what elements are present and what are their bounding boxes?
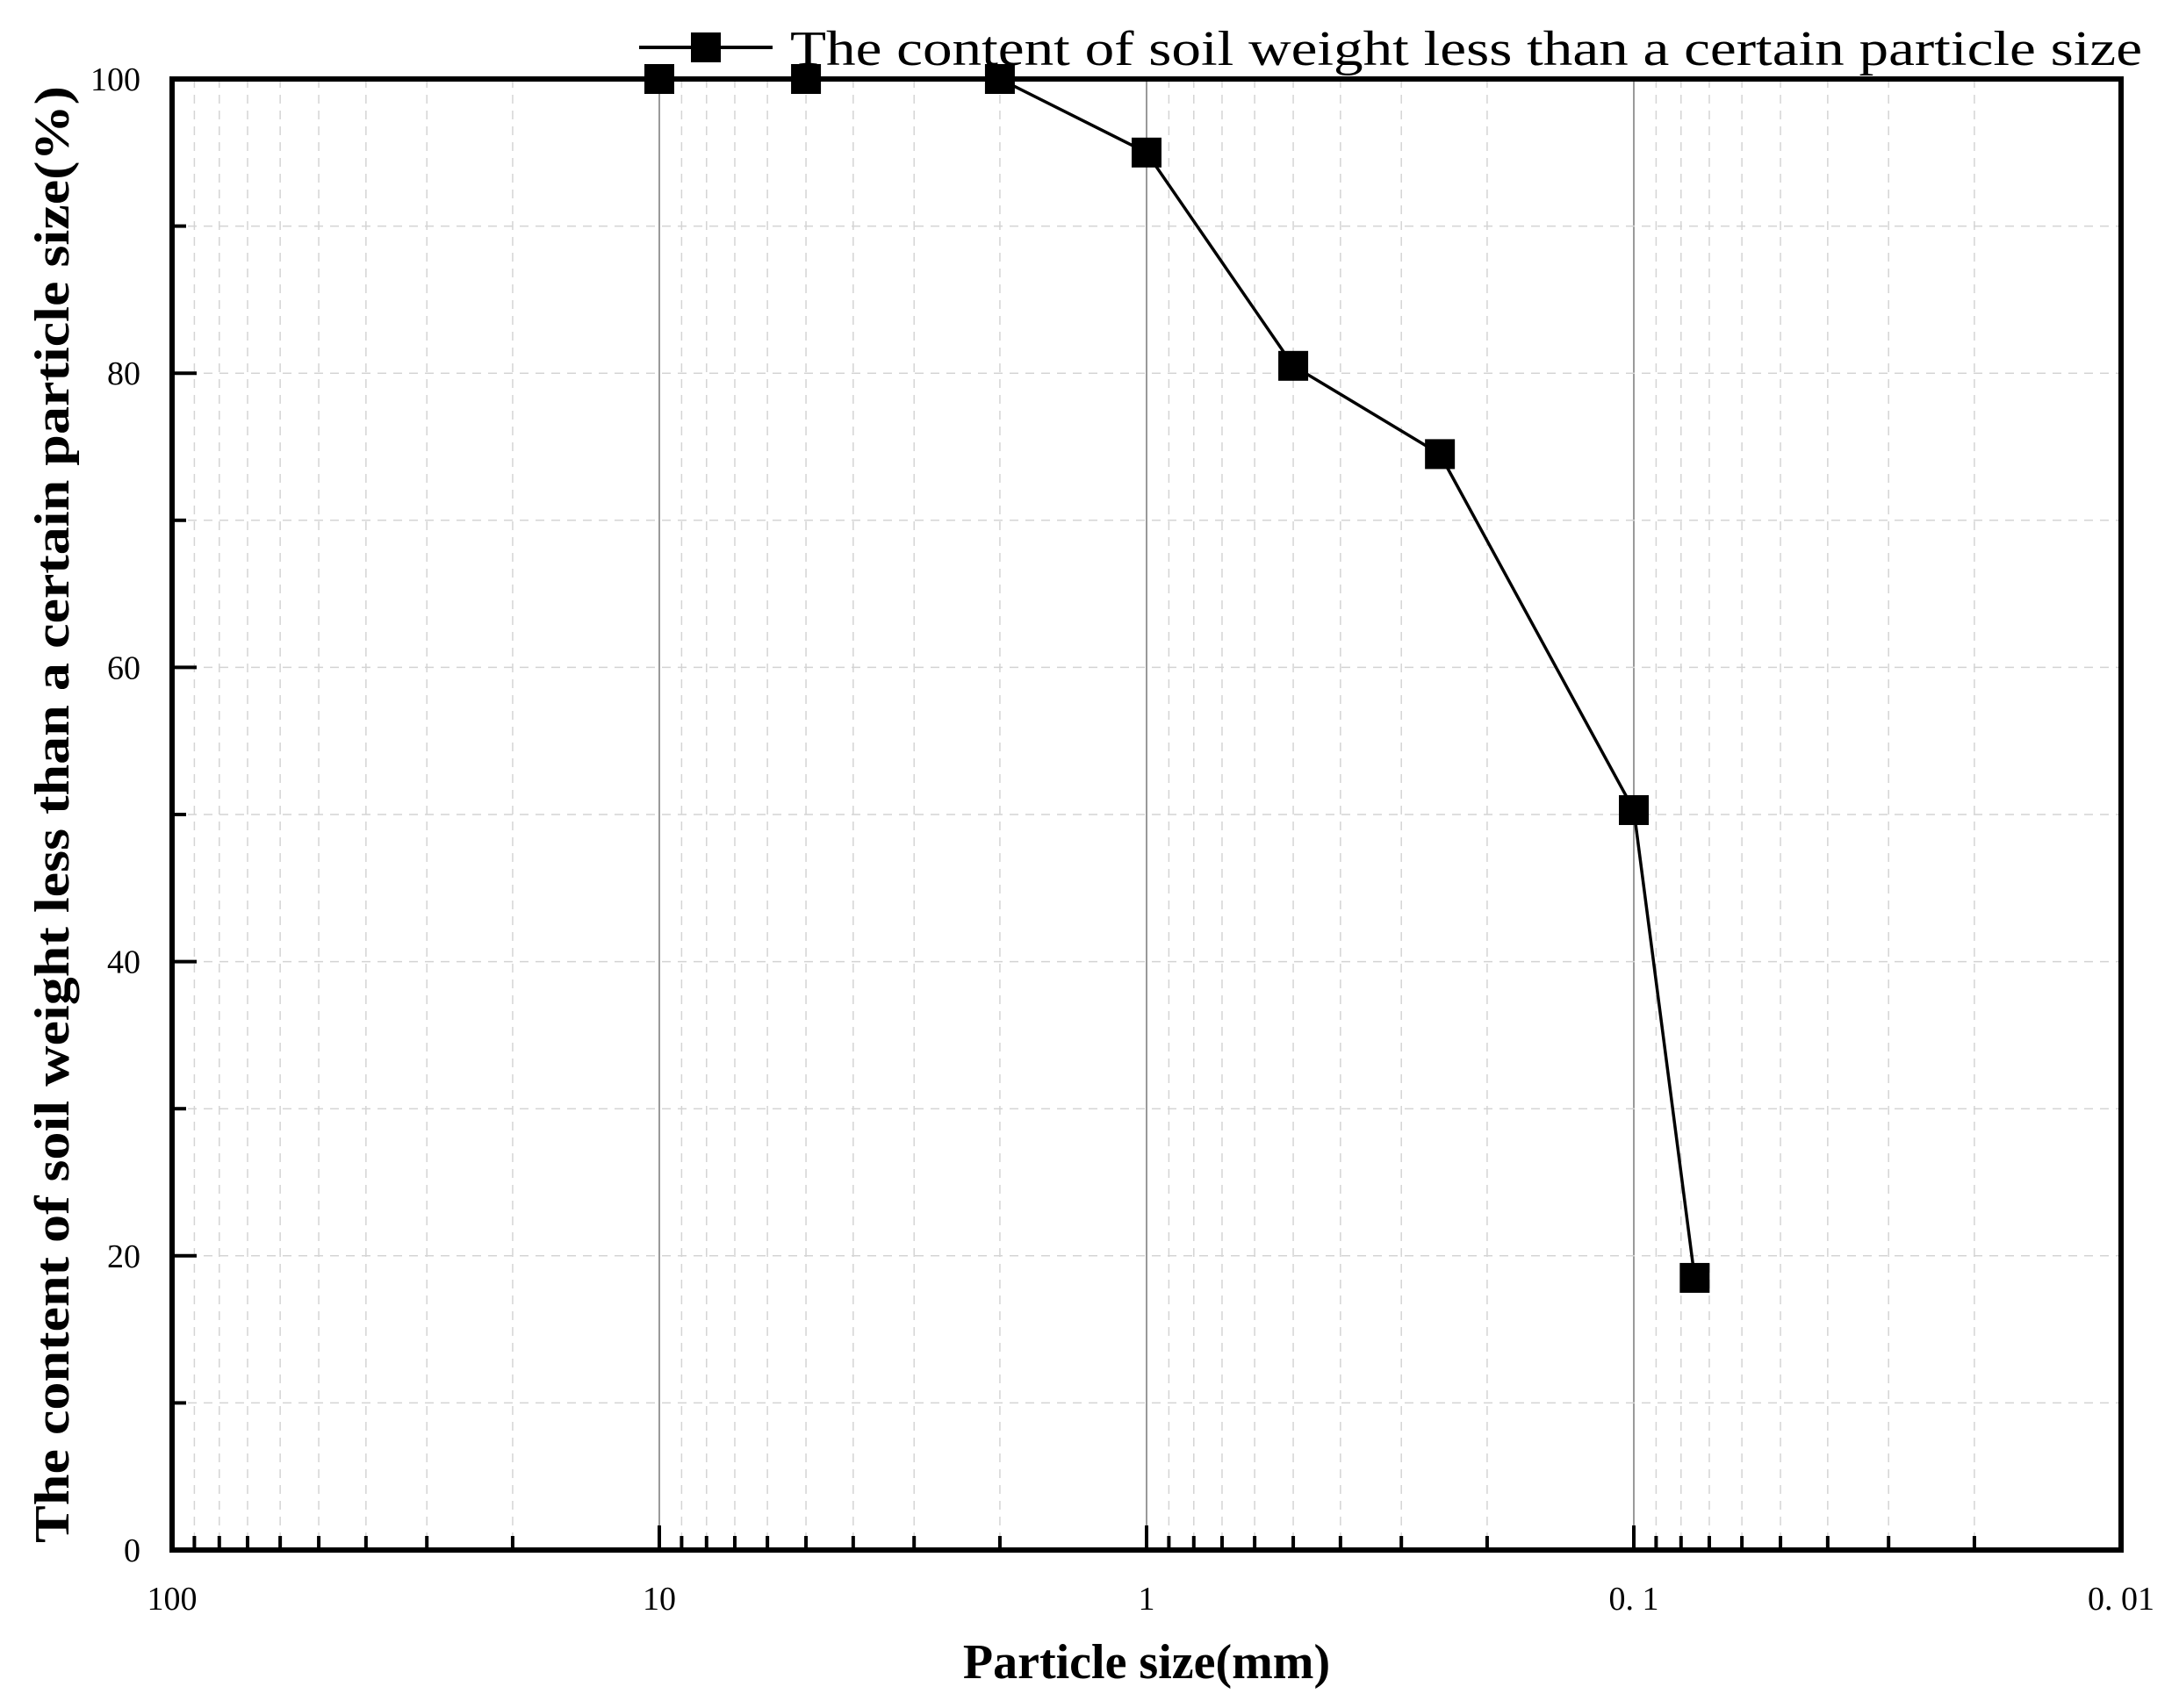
- y-tick-label: 20: [107, 1238, 140, 1275]
- x-tick-label: 0. 01: [2088, 1581, 2154, 1618]
- plot-frame: [169, 76, 2124, 1553]
- legend-marker: [691, 32, 721, 62]
- data-point: [1132, 137, 1161, 168]
- y-tick-label: 80: [107, 355, 140, 392]
- x-axis-title: Particle size(mm): [963, 1635, 1330, 1690]
- x-tick-label: 1: [1139, 1581, 1155, 1618]
- legend-label: The content of soil weight less than a c…: [790, 22, 2142, 76]
- data-point: [1619, 794, 1649, 825]
- x-axis: 100 10 1 0. 1 0. 01: [147, 1525, 2154, 1618]
- y-tick-label: 60: [107, 649, 140, 686]
- x-tick-label: 10: [643, 1581, 676, 1618]
- y-tick-label: 40: [107, 944, 140, 981]
- y-tick-label: 0: [124, 1532, 140, 1569]
- x-tick-label: 0. 1: [1609, 1581, 1659, 1618]
- y-axis: 0 20 40 60 80 100: [90, 61, 197, 1569]
- y-axis-title: The content of soil weight less than a c…: [25, 86, 80, 1543]
- x-tick-label: 100: [147, 1581, 198, 1618]
- data-point: [1278, 350, 1309, 381]
- series-line: [659, 77, 1697, 1279]
- data-point: [1679, 1262, 1710, 1293]
- y-tick-label: 100: [90, 61, 140, 98]
- legend: The content of soil weight less than a c…: [639, 22, 2142, 76]
- data-point: [1425, 439, 1456, 470]
- grid: [172, 79, 2121, 1550]
